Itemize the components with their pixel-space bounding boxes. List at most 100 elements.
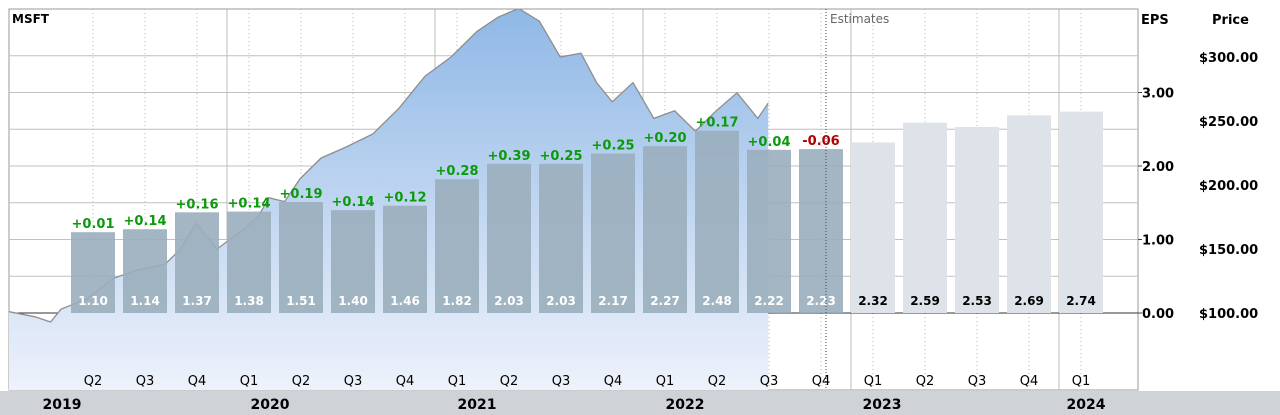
eps-axis-title: EPS bbox=[1141, 13, 1169, 28]
estimate-bar bbox=[1007, 115, 1051, 313]
ticker-label: MSFT bbox=[12, 12, 50, 26]
eps-bar bbox=[435, 179, 479, 313]
eps-value-label: 2.03 bbox=[494, 294, 524, 308]
price-tick-label: $300.00 bbox=[1199, 51, 1258, 66]
quarter-tick-label: Q3 bbox=[760, 374, 779, 389]
quarter-tick-label: Q2 bbox=[292, 374, 311, 389]
eps-bar bbox=[279, 202, 323, 313]
quarter-tick-label: Q4 bbox=[812, 374, 831, 389]
price-tick-label: $100.00 bbox=[1199, 307, 1258, 322]
year-band bbox=[0, 391, 1280, 415]
surprise-label: +0.17 bbox=[696, 116, 739, 131]
eps-tick-label: 0.00 bbox=[1142, 307, 1174, 322]
eps-bar bbox=[487, 163, 531, 313]
eps-bar bbox=[123, 229, 167, 313]
eps-value-label: 1.82 bbox=[442, 294, 472, 308]
eps-bar bbox=[227, 211, 271, 313]
eps-value-label: 2.22 bbox=[754, 294, 784, 308]
eps-value-label: 2.27 bbox=[650, 294, 680, 308]
eps-bar bbox=[539, 163, 583, 313]
quarter-tick-label: Q2 bbox=[84, 374, 103, 389]
quarter-tick-label: Q3 bbox=[968, 374, 987, 389]
eps-bar bbox=[175, 212, 219, 313]
eps-value-label: 2.48 bbox=[702, 294, 732, 308]
eps-value-label: 1.38 bbox=[234, 294, 264, 308]
surprise-label: +0.12 bbox=[384, 191, 427, 206]
eps-tick-label: 3.00 bbox=[1142, 87, 1174, 102]
surprise-label: +0.28 bbox=[436, 164, 479, 179]
surprise-label: -0.06 bbox=[802, 134, 839, 149]
year-label: 2019 bbox=[43, 397, 82, 413]
year-label: 2022 bbox=[666, 397, 705, 413]
estimate-bar bbox=[1059, 111, 1103, 313]
eps-value-label: 1.10 bbox=[78, 294, 108, 308]
surprise-label: +0.01 bbox=[72, 217, 115, 232]
eps-value-label: 2.69 bbox=[1014, 294, 1044, 308]
surprise-label: +0.16 bbox=[176, 197, 219, 212]
estimate-bar bbox=[851, 142, 895, 313]
eps-value-label: 1.40 bbox=[338, 294, 368, 308]
estimates-label: Estimates bbox=[830, 12, 889, 26]
surprise-label: +0.20 bbox=[644, 131, 687, 146]
quarter-tick-label: Q4 bbox=[604, 374, 623, 389]
eps-bar bbox=[383, 205, 427, 313]
surprise-label: +0.04 bbox=[748, 135, 791, 150]
eps-value-label: 1.37 bbox=[182, 294, 212, 308]
eps-bars bbox=[71, 111, 1103, 313]
quarter-tick-label: Q1 bbox=[240, 374, 259, 389]
eps-value-label: 2.23 bbox=[806, 294, 836, 308]
eps-value-label: 2.03 bbox=[546, 294, 576, 308]
surprise-label: +0.14 bbox=[124, 214, 167, 229]
eps-value-label: 1.51 bbox=[286, 294, 316, 308]
eps-tick-label: 2.00 bbox=[1142, 160, 1174, 175]
eps-bar bbox=[643, 146, 687, 313]
surprise-label: +0.14 bbox=[332, 195, 375, 210]
eps-bar bbox=[695, 130, 739, 313]
year-label: 2024 bbox=[1067, 397, 1106, 413]
surprise-label: +0.25 bbox=[592, 139, 635, 154]
quarter-tick-label: Q3 bbox=[136, 374, 155, 389]
year-labels: 2019 2020 2021 2022 2023 2024 bbox=[43, 397, 1106, 413]
estimate-bar bbox=[955, 127, 999, 313]
eps-bar bbox=[331, 210, 375, 313]
price-tick-label: $200.00 bbox=[1199, 179, 1258, 194]
quarter-tick-label: Q3 bbox=[344, 374, 363, 389]
year-label: 2023 bbox=[863, 397, 902, 413]
price-tick-label: $150.00 bbox=[1199, 243, 1258, 258]
axes: Q2 Q3 Q4 Q1 Q2 Q3 Q4 Q1 Q2 Q3 Q4 Q1 Q2 Q3 Q4 Q1 Q2 Q3 Q4 Q1… bbox=[84, 51, 1258, 389]
eps-bar bbox=[591, 153, 635, 313]
surprise-label: +0.14 bbox=[228, 197, 271, 212]
price-axis-title: Price bbox=[1212, 13, 1249, 28]
quarter-tick-label: Q4 bbox=[188, 374, 207, 389]
year-label: 2020 bbox=[251, 397, 290, 413]
quarter-tick-label: Q1 bbox=[1072, 374, 1091, 389]
quarter-tick-label: Q2 bbox=[500, 374, 519, 389]
quarter-tick-label: Q4 bbox=[396, 374, 415, 389]
eps-bar bbox=[71, 232, 115, 313]
quarter-tick-label: Q2 bbox=[708, 374, 727, 389]
surprise-label: +0.25 bbox=[540, 149, 583, 164]
eps-bar bbox=[799, 149, 843, 313]
quarter-tick-label: Q1 bbox=[656, 374, 675, 389]
quarter-tick-label: Q3 bbox=[552, 374, 571, 389]
estimate-bar bbox=[903, 122, 947, 313]
eps-value-label: 2.59 bbox=[910, 294, 940, 308]
eps-value-label: 1.14 bbox=[130, 294, 160, 308]
quarter-tick-label: Q1 bbox=[448, 374, 467, 389]
quarter-tick-label: Q1 bbox=[864, 374, 883, 389]
eps-value-label: 2.74 bbox=[1066, 294, 1096, 308]
price-tick-label: $250.00 bbox=[1199, 115, 1258, 130]
quarter-tick-label: Q2 bbox=[916, 374, 935, 389]
eps-tick-label: 1.00 bbox=[1142, 234, 1174, 249]
eps-value-label: 2.53 bbox=[962, 294, 992, 308]
surprise-label: +0.39 bbox=[488, 149, 531, 164]
quarter-tick-label: Q4 bbox=[1020, 374, 1039, 389]
eps-value-label: 1.46 bbox=[390, 294, 420, 308]
eps-bar bbox=[747, 149, 791, 313]
surprise-label: +0.19 bbox=[280, 187, 323, 202]
bar-labels: 1.10 +0.01 1.14 +0.14 1.37 +0.16 1.38 +0.14 1.51… bbox=[72, 116, 1096, 308]
year-label: 2021 bbox=[458, 397, 497, 413]
eps-value-label: 2.17 bbox=[598, 294, 628, 308]
